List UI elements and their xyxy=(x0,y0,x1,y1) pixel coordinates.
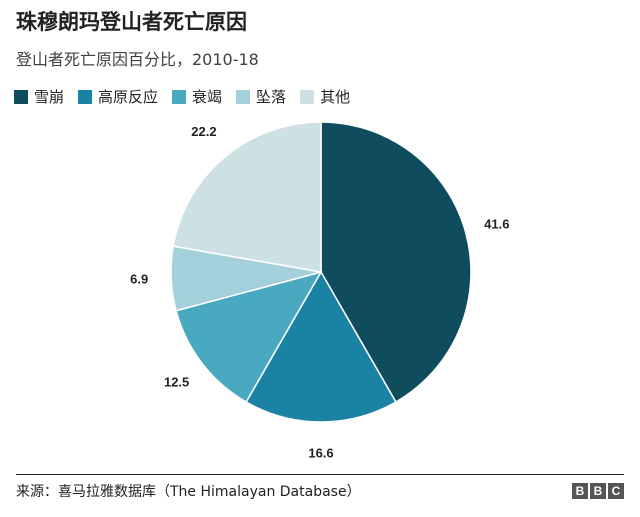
legend-label: 雪崩 xyxy=(34,88,65,106)
legend-item-other: 其他 xyxy=(300,86,350,107)
legend-label: 衰竭 xyxy=(192,88,223,106)
pie-chart: 41.6 16.6 12.5 6.9 22.2 xyxy=(130,121,509,460)
chart-title: 珠穆朗玛登山者死亡原因 xyxy=(16,10,247,34)
legend-item-exhaustion: 衰竭 xyxy=(172,86,222,107)
pie-slice-altitude-sickness xyxy=(245,270,397,423)
data-label-altitude-sickness: 16.6 xyxy=(308,445,333,460)
chart-subtitle: 登山者死亡原因百分比，2010-18 xyxy=(16,50,259,69)
bbc-logo-letter: B xyxy=(590,483,606,499)
legend-label: 高原反应 xyxy=(98,88,159,106)
legend-label: 坠落 xyxy=(256,88,287,106)
footer-divider xyxy=(16,474,624,475)
legend-swatch xyxy=(14,89,28,104)
pie-slice-other xyxy=(172,121,322,273)
pie-slice-avalanche xyxy=(320,121,472,404)
legend-swatch xyxy=(78,89,93,104)
pie-slices xyxy=(170,121,472,423)
legend-item-altitude-sickness: 高原反应 xyxy=(78,86,158,107)
data-label-avalanche: 41.6 xyxy=(484,216,509,231)
data-label-exhaustion: 12.5 xyxy=(164,374,189,389)
legend-item-avalanche: 雪崩 xyxy=(14,86,64,107)
legend-swatch xyxy=(236,89,251,104)
data-label-other: 22.2 xyxy=(191,124,216,139)
bbc-logo-letter: C xyxy=(608,483,624,499)
bbc-logo-letter: B xyxy=(572,483,588,499)
legend-label: 其他 xyxy=(320,88,351,106)
data-label-fall: 6.9 xyxy=(130,271,148,286)
legend-item-fall: 坠落 xyxy=(236,86,286,107)
bbc-logo: B B C xyxy=(572,483,624,499)
legend: 雪崩 高原反应 衰竭 坠落 其他 xyxy=(14,86,350,107)
pie-data-labels: 41.6 16.6 12.5 6.9 22.2 xyxy=(130,124,509,460)
source-note: 来源：喜马拉雅数据库（The Himalayan Database） xyxy=(16,484,361,500)
pie-slice-exhaustion xyxy=(175,270,323,404)
legend-swatch xyxy=(300,89,315,104)
legend-swatch xyxy=(172,89,187,104)
